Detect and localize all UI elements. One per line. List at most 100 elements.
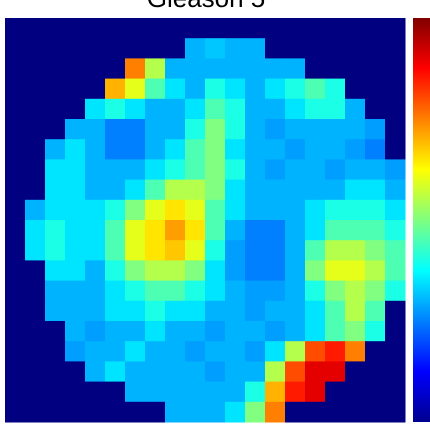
heatmap-cell — [45, 139, 66, 160]
heatmap-cell — [5, 361, 26, 383]
heatmap-cell — [65, 199, 86, 221]
heatmap-cell — [265, 341, 286, 362]
heatmap-cell — [125, 220, 146, 241]
heatmap-cell — [365, 341, 386, 362]
heatmap-cell — [145, 139, 166, 160]
heatmap-cell — [185, 240, 206, 261]
heatmap-cell — [205, 119, 226, 140]
heatmap-cell — [245, 139, 266, 160]
heatmap-cell — [285, 280, 306, 302]
heatmap-cell — [365, 300, 386, 322]
heatmap-cell — [385, 179, 406, 201]
heatmap-cell — [65, 280, 86, 302]
heatmap-cell — [85, 381, 106, 403]
heatmap-cell — [345, 18, 366, 39]
heatmap-cell — [265, 240, 286, 261]
heatmap-cell — [65, 119, 86, 140]
heatmap-cell — [325, 78, 346, 100]
heatmap-cell — [245, 401, 266, 423]
heatmap-cell — [165, 199, 186, 221]
heatmap-cell — [5, 78, 26, 100]
heatmap-cell — [245, 119, 266, 140]
heatmap-cell — [65, 321, 86, 342]
heatmap-cell — [145, 58, 166, 80]
heatmap-cell — [365, 199, 386, 221]
heatmap-cell — [265, 381, 286, 403]
heatmap-cell — [125, 38, 146, 59]
heatmap-cell — [345, 199, 366, 221]
heatmap-cell — [105, 98, 126, 120]
heatmap-cell — [65, 139, 86, 160]
heatmap-cell — [205, 38, 226, 59]
heatmap-cell — [205, 199, 226, 221]
heatmap-cell — [225, 58, 246, 80]
heatmap-cell — [225, 199, 246, 221]
heatmap-cell — [185, 260, 206, 282]
heatmap-cell — [125, 119, 146, 140]
heatmap-cell — [85, 260, 106, 282]
heatmap-cell — [145, 38, 166, 59]
heatmap-cell — [125, 98, 146, 120]
heatmap-cell — [165, 321, 186, 342]
heatmap-cell — [305, 401, 326, 423]
heatmap — [5, 18, 406, 423]
heatmap-cell — [85, 98, 106, 120]
heatmap-cell — [125, 58, 146, 80]
heatmap-cell — [165, 260, 186, 282]
heatmap-cell — [365, 78, 386, 100]
heatmap-cell — [5, 179, 26, 201]
heatmap-cell — [305, 341, 326, 362]
heatmap-cell — [85, 341, 106, 362]
heatmap-cell — [245, 38, 266, 59]
heatmap-cell — [45, 401, 66, 423]
heatmap-cell — [165, 240, 186, 261]
heatmap-cell — [245, 300, 266, 322]
heatmap-cell — [205, 58, 226, 80]
heatmap-cell — [145, 199, 166, 221]
heatmap-cell — [265, 98, 286, 120]
heatmap-cell — [65, 220, 86, 241]
heatmap-cell — [105, 321, 126, 342]
heatmap-cell — [105, 18, 126, 39]
heatmap-cell — [325, 341, 346, 362]
heatmap-cell — [165, 119, 186, 140]
heatmap-cell — [5, 18, 26, 39]
heatmap-cell — [105, 199, 126, 221]
heatmap-cell — [325, 18, 346, 39]
heatmap-cell — [125, 341, 146, 362]
heatmap-cell — [365, 58, 386, 80]
heatmap-cell — [145, 98, 166, 120]
heatmap-cell — [305, 381, 326, 403]
heatmap-cell — [285, 179, 306, 201]
heatmap-cell — [65, 401, 86, 423]
heatmap-cell — [385, 341, 406, 362]
heatmap-cell — [345, 78, 366, 100]
heatmap-cell — [5, 119, 26, 140]
heatmap-cell — [365, 260, 386, 282]
heatmap-cell — [185, 220, 206, 241]
heatmap-cell — [45, 240, 66, 261]
heatmap-cell — [85, 179, 106, 201]
heatmap-cell — [225, 220, 246, 241]
heatmap-cell — [85, 119, 106, 140]
heatmap-cell — [325, 38, 346, 59]
heatmap-cell — [205, 381, 226, 403]
heatmap-cell — [225, 139, 246, 160]
heatmap-cell — [85, 18, 106, 39]
heatmap-cell — [285, 240, 306, 261]
heatmap-cell — [385, 58, 406, 80]
heatmap-cell — [345, 98, 366, 120]
heatmap-cell — [65, 58, 86, 80]
heatmap-cell — [5, 199, 26, 221]
heatmap-cell — [25, 38, 46, 59]
heatmap-cell — [245, 240, 266, 261]
heatmap-cell — [45, 38, 66, 59]
heatmap-cell — [325, 321, 346, 342]
heatmap-cell — [165, 78, 186, 100]
heatmap-cell — [385, 119, 406, 140]
heatmap-cell — [185, 159, 206, 181]
heatmap-cell — [145, 18, 166, 39]
heatmap-cell — [325, 240, 346, 261]
heatmap-cell — [65, 361, 86, 383]
